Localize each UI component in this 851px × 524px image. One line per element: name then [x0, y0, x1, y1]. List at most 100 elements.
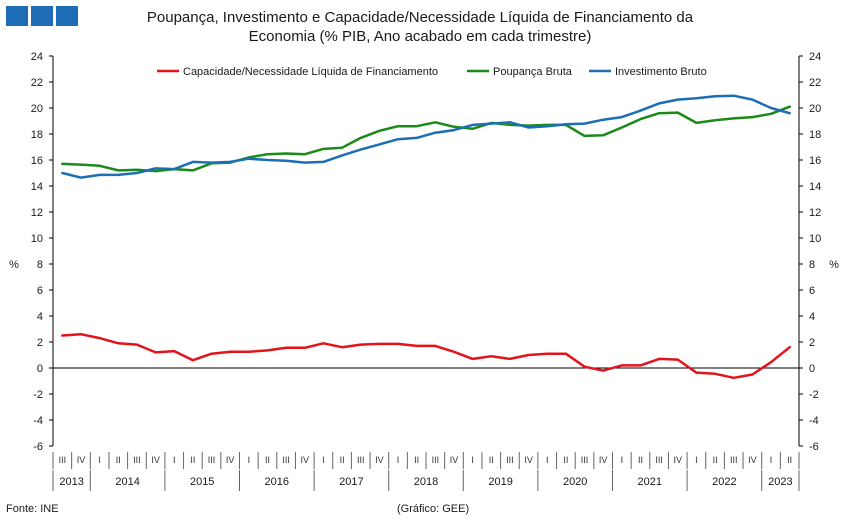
- series-line-3: [61, 94, 791, 179]
- year-tick-label: 2021: [638, 476, 662, 488]
- year-tick-label: 2023: [768, 476, 792, 488]
- quarter-tick-label: II: [713, 455, 718, 465]
- quarter-tick-label: I: [98, 455, 101, 465]
- series-line-2: [61, 105, 791, 173]
- quarter-tick-label: I: [621, 455, 624, 465]
- year-tick-label: 2018: [414, 476, 438, 488]
- legend-label-3: Investimento Bruto: [615, 66, 707, 78]
- year-tick-label: 2020: [563, 476, 587, 488]
- series-line-1: [61, 332, 791, 380]
- y-tick-label-left: 4: [37, 311, 43, 323]
- quarter-tick-label: IV: [599, 455, 608, 465]
- y-tick-label-right: 2: [809, 337, 815, 349]
- quarter-tick-label: I: [248, 455, 251, 465]
- y-tick-label-right: 22: [809, 77, 821, 89]
- chart-credit: (Gráfico: GEE): [397, 503, 470, 515]
- year-tick-label: 2016: [265, 476, 289, 488]
- y-tick-label-left: 14: [31, 181, 43, 193]
- quarter-tick-label: I: [397, 455, 400, 465]
- logo-block-2: [31, 6, 53, 26]
- quarter-tick-label: II: [265, 455, 270, 465]
- quarter-tick-label: III: [357, 455, 365, 465]
- quarter-tick-label: III: [133, 455, 141, 465]
- quarter-tick-label: IV: [524, 455, 533, 465]
- quarter-tick-label: IV: [226, 455, 235, 465]
- y-tick-label-left: 6: [37, 285, 43, 297]
- y-tick-label-right: -6: [809, 441, 819, 453]
- quarter-tick-label: II: [563, 455, 568, 465]
- quarter-tick-label: IV: [301, 455, 310, 465]
- y-tick-label-right: 24: [809, 51, 821, 63]
- y-tick-label-left: 10: [31, 233, 43, 245]
- quarter-tick-label: IV: [375, 455, 384, 465]
- y-axis-unit-left: %: [9, 259, 19, 271]
- y-tick-label-left: 24: [31, 51, 43, 63]
- y-tick-label-left: 20: [31, 103, 43, 115]
- quarter-tick-label: II: [414, 455, 419, 465]
- y-axis-unit-right: %: [829, 259, 839, 271]
- y-tick-label-left: 0: [37, 363, 43, 375]
- logo: [6, 6, 78, 26]
- y-tick-label-left: 2: [37, 337, 43, 349]
- quarter-tick-label: II: [787, 455, 792, 465]
- legend-label-2: Poupança Bruta: [493, 66, 573, 78]
- y-tick-label-right: 18: [809, 129, 821, 141]
- quarter-tick-label: II: [340, 455, 345, 465]
- logo-block-1: [6, 6, 28, 26]
- year-tick-label: 2019: [488, 476, 512, 488]
- quarter-tick-label: IV: [674, 455, 683, 465]
- year-tick-label: 2022: [712, 476, 736, 488]
- y-tick-label-right: -2: [809, 389, 819, 401]
- chart-title-line-1: Poupança, Investimento e Capacidade/Nece…: [146, 9, 694, 26]
- y-tick-label-right: 14: [809, 181, 821, 193]
- y-tick-label-right: 10: [809, 233, 821, 245]
- y-tick-label-left: 12: [31, 207, 43, 219]
- quarter-tick-label: I: [770, 455, 773, 465]
- y-tick-label-right: 12: [809, 207, 821, 219]
- quarter-tick-label: III: [59, 455, 67, 465]
- y-tick-label-left: 18: [31, 129, 43, 141]
- logo-block-3: [56, 6, 78, 26]
- quarter-tick-label: II: [190, 455, 195, 465]
- quarter-tick-label: III: [208, 455, 216, 465]
- y-tick-label-left: 22: [31, 77, 43, 89]
- y-tick-label-right: -4: [809, 415, 819, 427]
- quarter-tick-label: II: [116, 455, 121, 465]
- source-note: Fonte: INE: [6, 503, 59, 515]
- y-tick-label-right: 0: [809, 363, 815, 375]
- y-tick-label-right: 16: [809, 155, 821, 167]
- y-tick-label-right: 8: [809, 259, 815, 271]
- quarter-tick-label: I: [546, 455, 549, 465]
- quarter-tick-label: IV: [748, 455, 757, 465]
- quarter-tick-label: I: [695, 455, 698, 465]
- y-tick-label-right: 4: [809, 311, 815, 323]
- quarter-tick-label: III: [730, 455, 738, 465]
- year-tick-label: 2017: [339, 476, 363, 488]
- year-tick-label: 2013: [59, 476, 83, 488]
- quarter-tick-label: III: [655, 455, 663, 465]
- chart-title-line-2: Economia (% PIB, Ano acabado em cada tri…: [248, 28, 592, 45]
- quarter-tick-label: I: [471, 455, 474, 465]
- year-tick-label: 2015: [190, 476, 214, 488]
- quarter-tick-label: III: [282, 455, 290, 465]
- quarter-tick-label: III: [506, 455, 514, 465]
- quarter-tick-label: I: [322, 455, 325, 465]
- y-tick-label-left: -2: [33, 389, 43, 401]
- quarter-tick-label: III: [581, 455, 589, 465]
- y-tick-label-left: 8: [37, 259, 43, 271]
- quarter-tick-label: II: [489, 455, 494, 465]
- year-tick-label: 2014: [115, 476, 139, 488]
- y-tick-label-right: 20: [809, 103, 821, 115]
- quarter-tick-label: IV: [450, 455, 459, 465]
- quarter-tick-label: II: [638, 455, 643, 465]
- chart-title: Poupança, Investimento e Capacidade/Nece…: [100, 8, 740, 46]
- y-tick-label-left: -4: [33, 415, 43, 427]
- y-tick-label-right: 6: [809, 285, 815, 297]
- quarter-tick-label: IV: [151, 455, 160, 465]
- quarter-tick-label: IV: [77, 455, 86, 465]
- quarter-tick-label: III: [432, 455, 440, 465]
- y-tick-label-left: 16: [31, 155, 43, 167]
- y-tick-label-left: -6: [33, 441, 43, 453]
- quarter-tick-label: I: [173, 455, 176, 465]
